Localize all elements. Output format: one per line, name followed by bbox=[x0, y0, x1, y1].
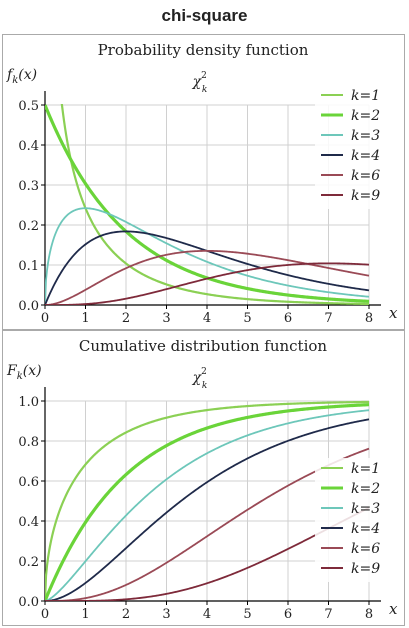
chart-subtitle: χ2 k bbox=[192, 367, 208, 391]
series-line-k3 bbox=[45, 409, 370, 601]
y-tick-label: 0.0 bbox=[18, 299, 39, 314]
series-line-k3 bbox=[45, 207, 370, 305]
series-line-k4 bbox=[45, 418, 370, 601]
x-tick-label: 2 bbox=[122, 311, 130, 326]
x-tick-label: 0 bbox=[41, 311, 49, 326]
legend: k=1 k=2 k=3 k=4 k=6 k=9 bbox=[315, 458, 391, 582]
y-tick-label: 0.3 bbox=[18, 179, 39, 194]
legend: k=1 k=2 k=3 k=4 k=6 k=9 bbox=[315, 85, 391, 209]
y-axis-label: fk(x) bbox=[6, 67, 37, 86]
y-tick-label: 0.4 bbox=[18, 515, 39, 530]
x-tick-label: 1 bbox=[81, 311, 89, 326]
y-tick-label: 1.0 bbox=[18, 395, 39, 410]
x-tick-label: 1 bbox=[81, 607, 89, 622]
series-line-k2 bbox=[45, 403, 370, 601]
page-title: chi-square bbox=[161, 6, 248, 25]
legend-label-k6: k=6 bbox=[351, 541, 380, 557]
series-line-k6 bbox=[45, 249, 370, 305]
x-tick-label: 6 bbox=[284, 607, 292, 622]
legend-box bbox=[315, 85, 391, 209]
legend-label-k6: k=6 bbox=[351, 168, 380, 184]
x-tick-label: 8 bbox=[365, 311, 373, 326]
x-axis-label: x bbox=[389, 304, 398, 322]
x-tick-label: 8 bbox=[365, 607, 373, 622]
chart-title: Probability density function bbox=[98, 41, 309, 59]
y-tick-label: 0.8 bbox=[18, 435, 39, 450]
x-tick-label: 5 bbox=[243, 311, 251, 326]
cdf-chart: Cumulative distribution function χ2 k Fk(x)… bbox=[6, 337, 398, 622]
series-line-k1 bbox=[60, 104, 370, 305]
x-tick-label: 2 bbox=[122, 607, 130, 622]
legend-label-k4: k=4 bbox=[351, 521, 380, 537]
y-tick-label: 0.0 bbox=[18, 595, 39, 610]
legend-label-k2: k=2 bbox=[351, 481, 380, 497]
x-tick-label: 3 bbox=[162, 607, 170, 622]
x-tick-label: 4 bbox=[203, 311, 211, 326]
y-axis-label: Fk(x) bbox=[6, 363, 42, 382]
legend-box bbox=[315, 458, 391, 582]
x-tick-label: 5 bbox=[243, 607, 251, 622]
legend-label-k3: k=3 bbox=[351, 501, 380, 517]
legend-label-k4: k=4 bbox=[351, 148, 380, 164]
x-tick-label: 3 bbox=[162, 311, 170, 326]
y-tick-label: 0.2 bbox=[18, 219, 39, 234]
y-tick-label: 0.2 bbox=[18, 555, 39, 570]
y-tick-label: 0.5 bbox=[18, 99, 39, 114]
series-group bbox=[45, 104, 370, 305]
x-tick-label: 6 bbox=[284, 311, 292, 326]
legend-label-k1: k=1 bbox=[351, 88, 380, 104]
x-tick-label: 0 bbox=[41, 607, 49, 622]
legend-label-k2: k=2 bbox=[351, 108, 380, 124]
legend-label-k1: k=1 bbox=[351, 461, 380, 477]
chart-title: Cumulative distribution function bbox=[79, 337, 327, 355]
y-tick-label: 0.1 bbox=[18, 259, 39, 274]
chart-subtitle: χ2 k bbox=[192, 71, 208, 95]
pdf-chart: Probability density function χ2 k fk(x) x 0 1 2… bbox=[6, 41, 398, 326]
y-tick-label: 0.4 bbox=[18, 139, 39, 154]
x-tick-label: 7 bbox=[324, 607, 332, 622]
x-axis-label: x bbox=[389, 600, 398, 618]
x-tick-label: 4 bbox=[203, 607, 211, 622]
legend-label-k3: k=3 bbox=[351, 128, 380, 144]
pdf-panel: Probability density function χ2 k fk(x) x 0 1 2… bbox=[2, 34, 405, 330]
series-line-k1 bbox=[45, 400, 370, 601]
legend-label-k9: k=9 bbox=[351, 188, 380, 204]
y-tick-label: 0.6 bbox=[18, 475, 39, 490]
cdf-panel: Cumulative distribution function χ2 k Fk(x)… bbox=[2, 330, 405, 626]
x-tick-label: 7 bbox=[324, 311, 332, 326]
series-line-k9 bbox=[45, 262, 370, 305]
legend-label-k9: k=9 bbox=[351, 561, 380, 577]
